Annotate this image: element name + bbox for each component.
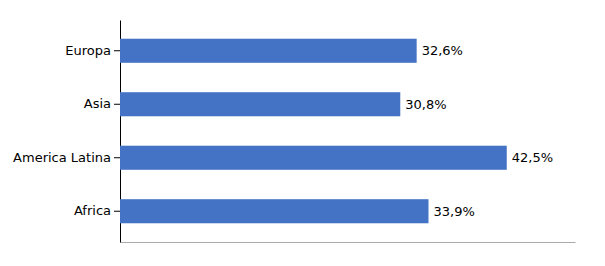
data-label: 42,5% <box>512 150 553 165</box>
category-tick-mark <box>114 211 120 212</box>
data-labels: 33,9% 42,5% 30,8% 32,6% <box>405 43 553 218</box>
category-label: Asia <box>84 96 111 111</box>
category-tick-mark <box>114 104 120 105</box>
data-label: 33,9% <box>433 204 474 219</box>
category-tick: Europa <box>65 43 120 58</box>
plot: Africa America Latina Asia Europa 33,9% 42,5%… <box>13 21 575 243</box>
bars <box>120 39 507 224</box>
category-tick: Asia <box>84 96 120 111</box>
category-label: Africa <box>74 203 111 218</box>
category-tick: Africa <box>74 203 120 218</box>
bar <box>120 146 507 170</box>
bar <box>120 92 400 116</box>
category-axis: Africa America Latina Asia Europa <box>13 21 120 243</box>
data-label: 32,6% <box>422 43 463 58</box>
category-tick: America Latina <box>13 150 120 165</box>
category-label: America Latina <box>13 150 111 165</box>
value-axis-line <box>121 242 576 243</box>
category-label: Europa <box>65 43 111 58</box>
chart: Africa America Latina Asia Europa 33,9% 42,5%… <box>0 0 605 266</box>
value-axis <box>121 242 576 243</box>
data-label: 30,8% <box>405 97 446 112</box>
bar <box>120 199 428 223</box>
category-tick-mark <box>114 50 120 51</box>
category-tick-mark <box>114 157 120 158</box>
bar <box>120 39 417 63</box>
